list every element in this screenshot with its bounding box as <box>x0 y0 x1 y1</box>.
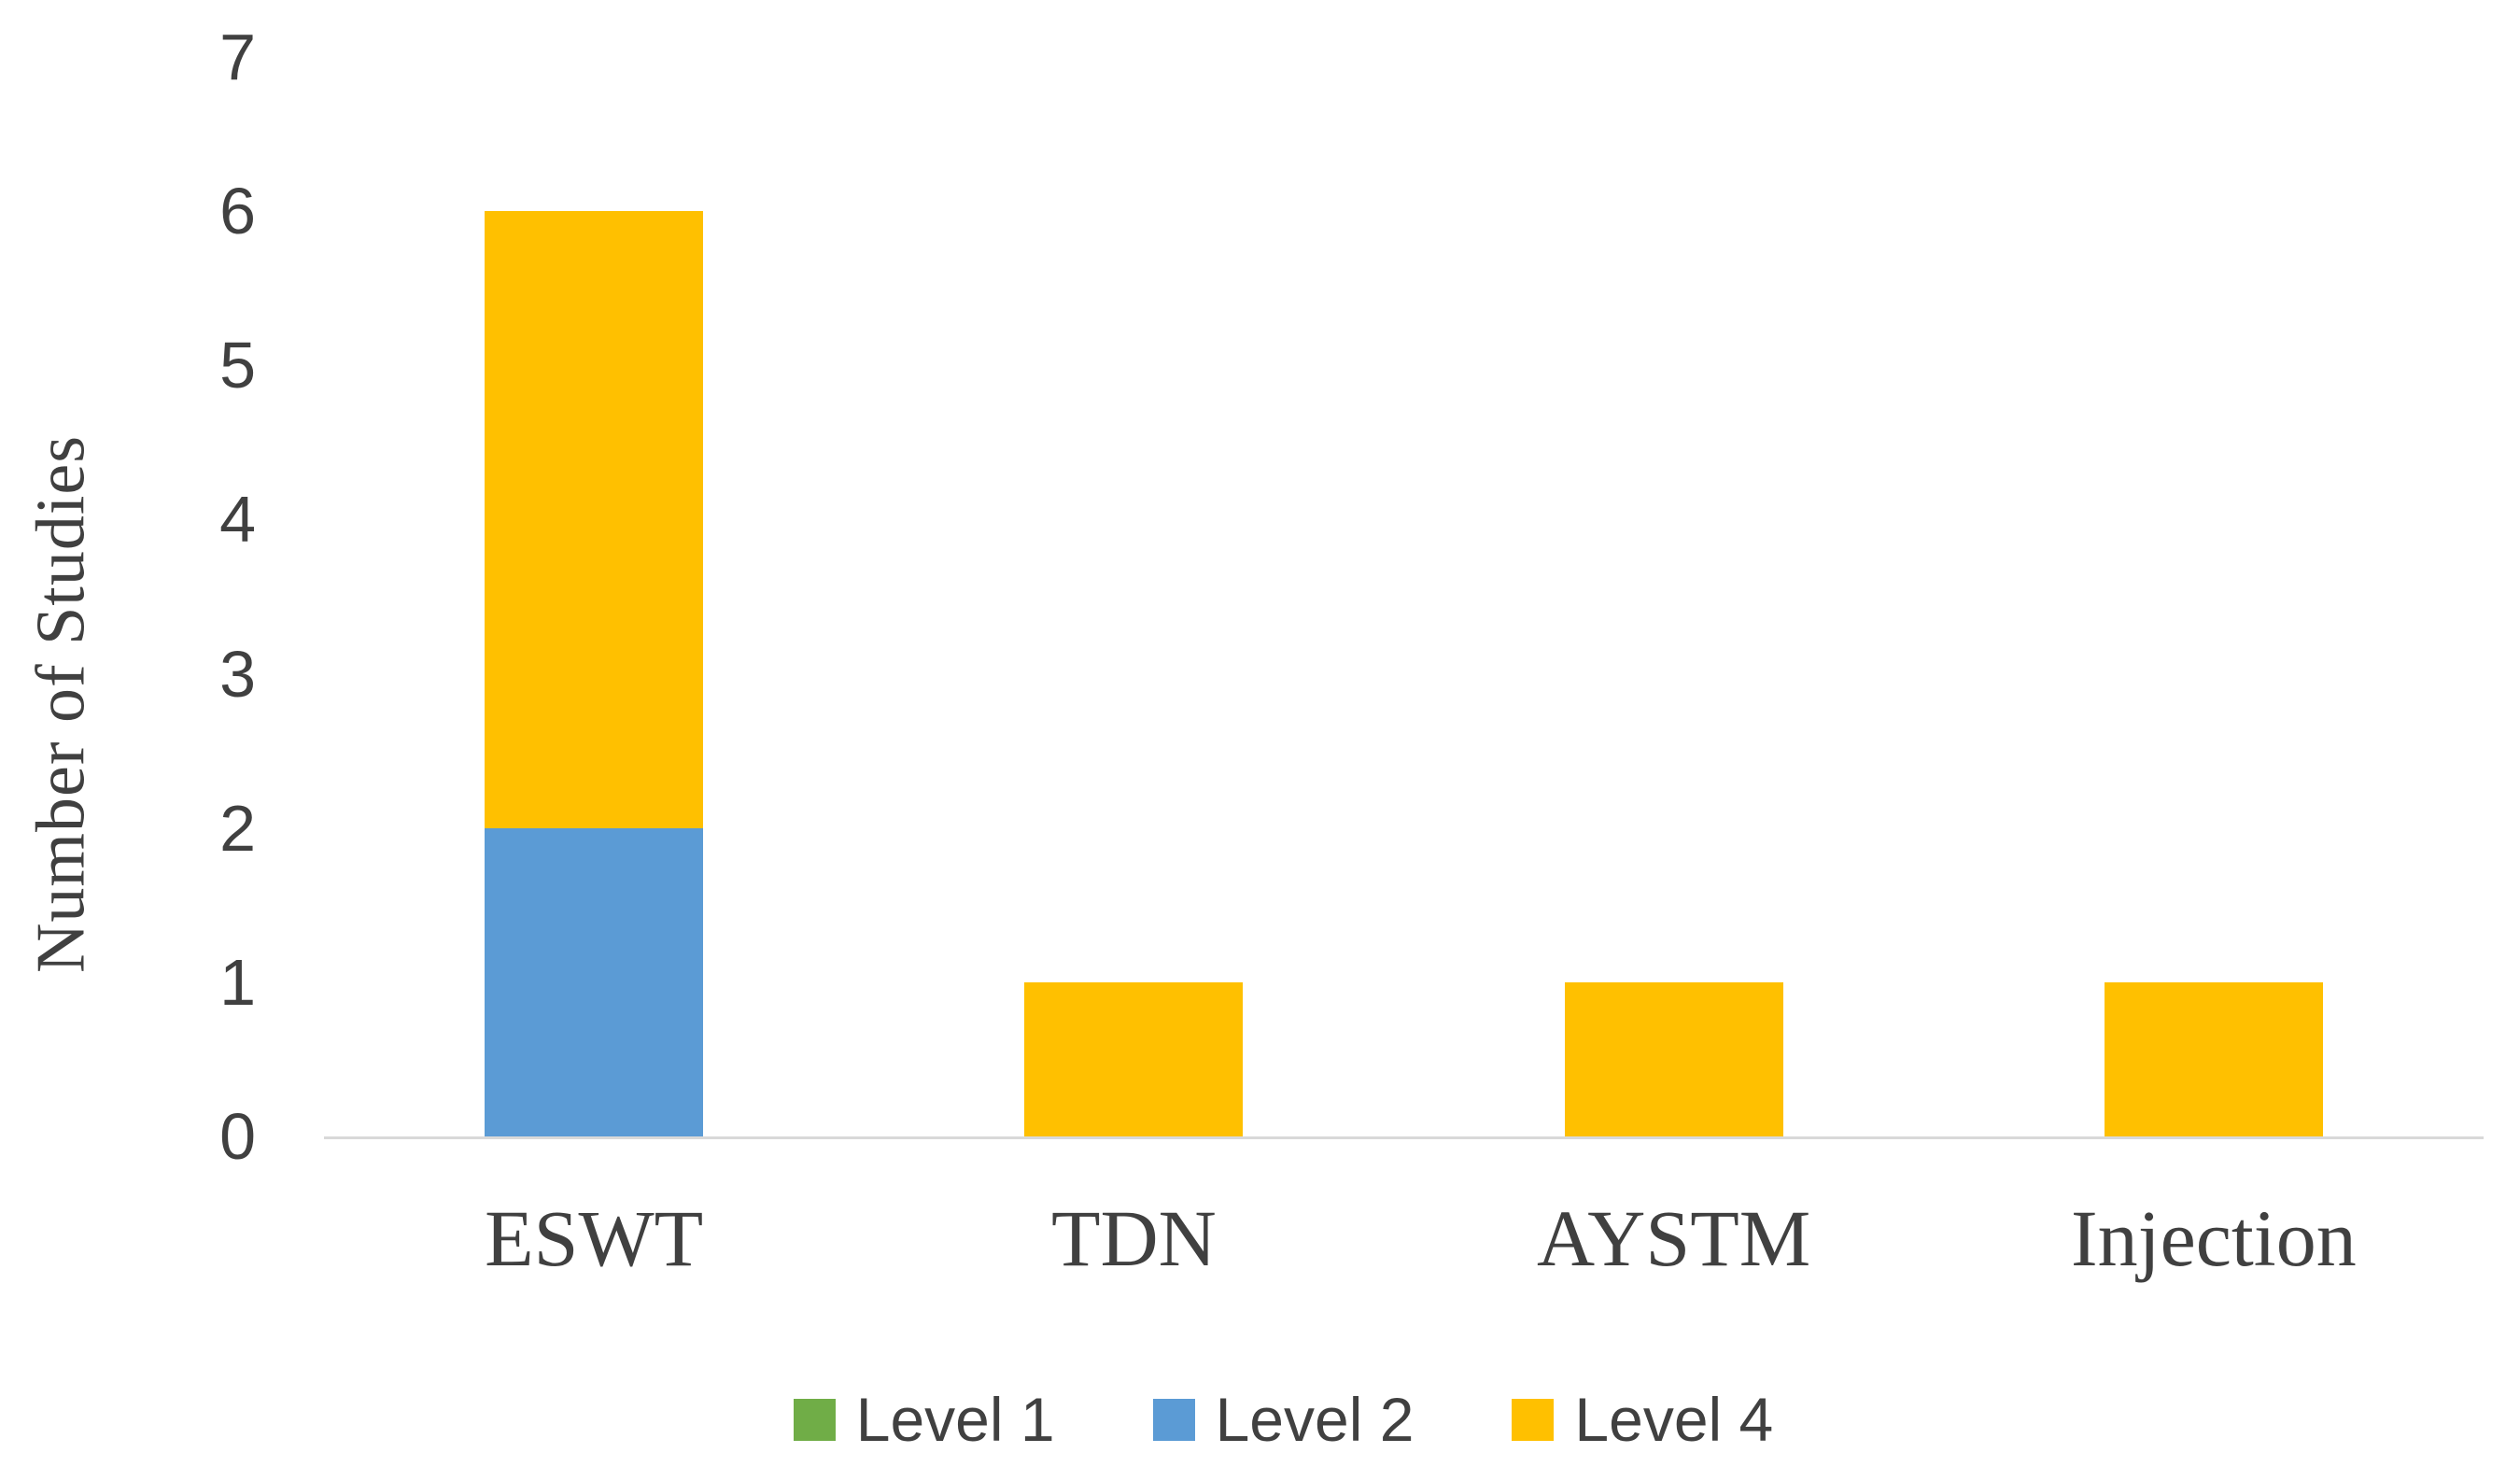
legend-label-level-2: Level 2 <box>1215 1385 1415 1454</box>
bar-eswt <box>485 211 704 1136</box>
bar-tdn <box>1024 981 1244 1136</box>
bar-injection <box>2104 981 2323 1136</box>
x-label-eswt: ESWT <box>485 1193 704 1283</box>
bar-aystm <box>1564 981 1783 1136</box>
legend-item-level-1: Level 1 <box>793 1385 1055 1454</box>
chart-legend: Level 1 Level 2 Level 4 <box>23 1375 2520 1464</box>
x-label-tdn: TDN <box>1051 1193 1217 1283</box>
bar-segment-eswt-level-4 <box>485 211 704 828</box>
y-axis-tick-labels: 0 1 2 3 4 5 6 7 <box>0 0 256 1467</box>
x-label-injection: Injection <box>2071 1193 2357 1283</box>
bar-segment-eswt-level-2 <box>485 827 704 1136</box>
legend-swatch-icon-level-1 <box>793 1398 836 1441</box>
x-label-aystm: AYSTM <box>1537 1193 1811 1283</box>
y-tick-label-3: 3 <box>219 637 256 711</box>
bar-segment-injection-level-4 <box>2104 981 2323 1136</box>
legend-label-level-1: Level 1 <box>855 1385 1055 1454</box>
bar-segment-aystm-level-4 <box>1564 981 1783 1136</box>
y-tick-label-2: 2 <box>219 791 256 865</box>
x-axis-category-labels: ESWT TDN AYSTM Injection <box>324 1198 2484 1310</box>
y-tick-label-0: 0 <box>219 1100 256 1173</box>
plot-area <box>324 57 2484 1139</box>
y-tick-label-6: 6 <box>219 175 256 248</box>
legend-item-level-2: Level 2 <box>1152 1385 1415 1454</box>
legend-item-level-4: Level 4 <box>1512 1389 1773 1450</box>
bar-segment-tdn-level-4 <box>1024 981 1244 1136</box>
legend-swatch-icon-level-2 <box>1152 1398 1195 1441</box>
y-tick-label-7: 7 <box>219 21 256 93</box>
legend-swatch-icon-level-4 <box>1512 1398 1555 1441</box>
y-tick-label-1: 1 <box>219 945 256 1019</box>
y-tick-label-5: 5 <box>219 329 256 402</box>
legend-label-level-4: Level 4 <box>1574 1385 1774 1454</box>
y-tick-label-4: 4 <box>219 483 256 557</box>
